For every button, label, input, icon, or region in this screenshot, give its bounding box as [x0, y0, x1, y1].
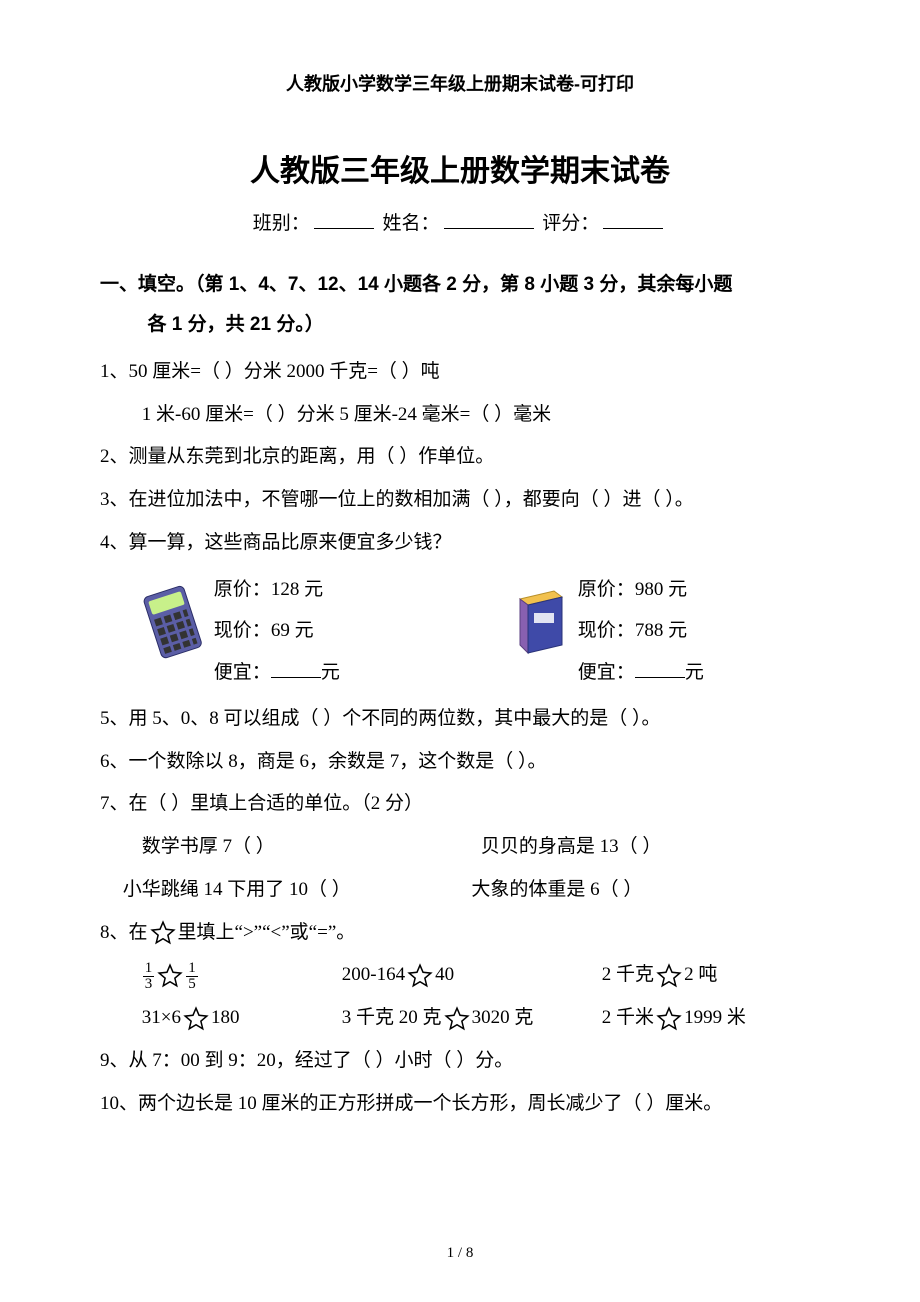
- q4-item2-orig: 原价：980 元: [578, 569, 748, 611]
- question-5: 5、用 5、0、8 可以组成（ ）个不同的两位数，其中最大的是（ ）。: [100, 698, 820, 741]
- question-3: 3、在进位加法中，不管哪一位上的数相加满（ ），都要向（ ）进（ ）。: [100, 479, 820, 522]
- star-icon: [444, 1006, 470, 1032]
- q7-d: 大象的体重是 6（ ）: [471, 869, 820, 912]
- star-icon: [656, 1006, 682, 1032]
- q4-item2-now: 现价：788 元: [578, 610, 748, 652]
- question-2: 2、测量从东莞到北京的距离，用（ ）作单位。: [100, 436, 820, 479]
- frac-1-3: 13: [143, 961, 155, 992]
- calculator-icon: [142, 584, 204, 679]
- q4-item1-now: 现价：69 元: [214, 610, 384, 652]
- question-4: 4、算一算，这些商品比原来便宜多少钱？: [100, 522, 820, 694]
- student-info-line: 班别： 姓名： 评分：: [100, 208, 820, 235]
- score-label: 评分：: [542, 213, 599, 234]
- q8-r1-a: 13 15: [142, 954, 342, 997]
- section-1-heading: 一、填空。（第 1、4、7、12、14 小题各 2 分，第 8 小题 3 分，其…: [100, 265, 820, 345]
- class-blank: [314, 209, 374, 229]
- question-10: 10、两个边长是 10 厘米的正方形拼成一个长方形，周长减少了（ ）厘米。: [100, 1083, 820, 1126]
- question-1: 1、50 厘米=（ ）分米 2000 千克=（ ）吨 1 米-60 厘米=（ ）…: [100, 351, 820, 437]
- q7-a: 数学书厚 7（ ）: [142, 826, 481, 869]
- name-label: 姓名：: [382, 213, 439, 234]
- star-icon: [407, 963, 433, 989]
- section-1-heading-line1: 一、填空。（第 1、4、7、12、14 小题各 2 分，第 8 小题 3 分，其…: [100, 274, 732, 295]
- q1-a: 1、50 厘米=（ ）分米 2000 千克=（ ）吨: [100, 351, 820, 394]
- q8-r2-b: 3 千克 20 克3020 克: [342, 997, 602, 1040]
- q4-item1-orig: 原价：128 元: [214, 569, 384, 611]
- q8-row1: 13 15 200-16440 2 千克2 吨: [100, 954, 820, 997]
- page-title: 人教版三年级上册数学期末试卷: [100, 146, 820, 190]
- question-8: 8、在里填上“>”“<”或“=”。 13 15 200-16440 2 千克2 吨…: [100, 912, 820, 1040]
- score-blank: [603, 209, 663, 229]
- class-label: 班别：: [253, 213, 310, 234]
- q8-r2-a: 31×6180: [142, 997, 342, 1040]
- q8-r2-c: 2 千米1999 米: [602, 997, 746, 1040]
- q4-item2-blank: [635, 658, 685, 678]
- star-icon: [183, 1006, 209, 1032]
- page-footer: 1 / 8: [0, 1245, 920, 1262]
- q8-r1-b: 200-16440: [342, 954, 602, 997]
- q7-c: 小华跳绳 14 下用了 10（ ）: [123, 869, 472, 912]
- book-icon: [514, 587, 568, 676]
- q7-lead: 7、在（ ）里填上合适的单位。（2 分）: [100, 783, 820, 826]
- question-9: 9、从 7：00 到 9：20，经过了（ ）小时（ ）分。: [100, 1040, 820, 1083]
- frac-1-5: 15: [186, 961, 198, 992]
- section-1-heading-line2: 各 1 分，共 21 分。）: [100, 305, 820, 345]
- q7-row2: 小华跳绳 14 下用了 10（ ） 大象的体重是 6（ ）: [100, 869, 820, 912]
- page-header: 人教版小学数学三年级上册期末试卷-可打印: [100, 70, 820, 96]
- q7-row1: 数学书厚 7（ ） 贝贝的身高是 13（ ）: [100, 826, 820, 869]
- q4-row: 原价：128 元 现价：69 元 便宜：元 原价：980 元 现价：788 元 …: [100, 569, 820, 694]
- q4-item1-cheap: 便宜：元: [214, 652, 384, 694]
- q4-item1-col: 原价：128 元 现价：69 元 便宜：元: [214, 569, 384, 694]
- q4-lead: 4、算一算，这些商品比原来便宜多少钱？: [100, 522, 820, 565]
- q8-r1-c: 2 千克2 吨: [602, 954, 718, 997]
- q7-b: 贝贝的身高是 13（ ）: [481, 826, 820, 869]
- name-blank: [444, 209, 534, 229]
- question-6: 6、一个数除以 8，商是 6，余数是 7，这个数是（ ）。: [100, 741, 820, 784]
- q8-lead: 8、在里填上“>”“<”或“=”。: [100, 912, 820, 955]
- page: 人教版小学数学三年级上册期末试卷-可打印 人教版三年级上册数学期末试卷 班别： …: [0, 0, 920, 1302]
- star-icon: [150, 920, 176, 946]
- star-icon: [157, 963, 183, 989]
- q4-item2-col: 原价：980 元 现价：788 元 便宜：元: [578, 569, 748, 694]
- q4-item1-blank: [271, 658, 321, 678]
- q8-row2: 31×6180 3 千克 20 克3020 克 2 千米1999 米: [100, 997, 820, 1040]
- question-7: 7、在（ ）里填上合适的单位。（2 分） 数学书厚 7（ ） 贝贝的身高是 13…: [100, 783, 820, 911]
- star-icon: [656, 963, 682, 989]
- q4-item2-cheap: 便宜：元: [578, 652, 748, 694]
- q1-b: 1 米-60 厘米=（ ）分米 5 厘米-24 毫米=（ ）毫米: [100, 394, 820, 437]
